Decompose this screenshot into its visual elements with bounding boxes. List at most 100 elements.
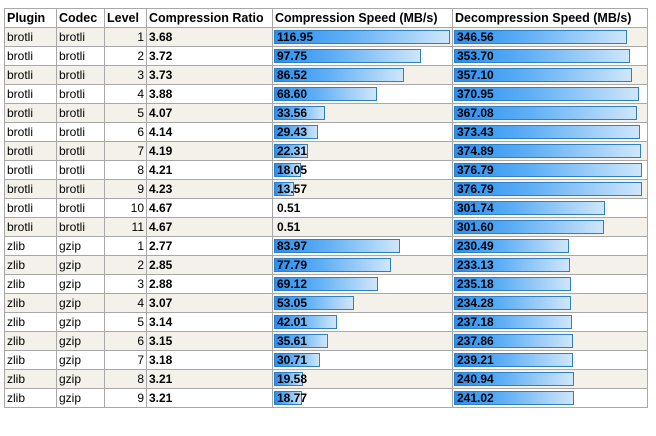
compression-speed-value: 42.01 (277, 314, 308, 329)
compression-speed-bar (274, 353, 320, 367)
cell-codec: gzip (56, 236, 105, 256)
cell-compression-ratio: 4.67 (146, 198, 273, 218)
compression-speed-value: 30.71 (277, 352, 308, 367)
cell-decompression-speed: 370.95 (452, 84, 648, 104)
cell-compression-ratio: 4.14 (146, 122, 273, 142)
decompression-speed-bar (454, 220, 604, 234)
compression-speed-bar (274, 334, 328, 348)
cell-compression-speed: 53.05 (272, 293, 453, 313)
cell-level: 2 (104, 46, 147, 66)
cell-decompression-speed: 235.18 (452, 274, 648, 294)
compression-speed-value: 29.43 (277, 124, 308, 139)
cell-plugin: brotli (4, 141, 57, 161)
decompression-speed-value: 301.60 (457, 219, 494, 234)
decompression-speed-bar (454, 201, 605, 215)
cell-codec: brotli (56, 122, 105, 142)
decompression-speed-value: 235.18 (457, 276, 494, 291)
decompression-speed-value: 370.95 (457, 86, 494, 101)
cell-compression-speed: 86.52 (272, 65, 453, 85)
cell-plugin: zlib (4, 350, 57, 370)
cell-compression-ratio: 4.21 (146, 160, 273, 180)
cell-level: 7 (104, 350, 147, 370)
header-decompression-speed[interactable]: Decompression Speed (MB/s) (452, 8, 648, 28)
cell-compression-speed: 18.05 (272, 160, 453, 180)
cell-codec: brotli (56, 46, 105, 66)
decompression-speed-value: 234.28 (457, 295, 494, 310)
cell-codec: gzip (56, 388, 105, 408)
cell-plugin: zlib (4, 312, 57, 332)
decompression-speed-bar (454, 334, 573, 348)
table-row: zlib gzip 8 3.21 19.58 240.94 (4, 369, 648, 389)
cell-compression-speed: 97.75 (272, 46, 453, 66)
decompression-speed-value: 373.43 (457, 124, 494, 139)
table-row: brotli brotli 1 3.68 116.95 346.56 (4, 27, 648, 47)
cell-compression-ratio: 2.85 (146, 255, 273, 275)
compression-speed-bar (274, 239, 400, 253)
compression-speed-bar (274, 144, 308, 158)
table-row: zlib gzip 2 2.85 77.79 233.13 (4, 255, 648, 275)
cell-plugin: brotli (4, 103, 57, 123)
decompression-speed-bar (454, 68, 632, 82)
cell-compression-ratio: 2.88 (146, 274, 273, 294)
cell-compression-ratio: 3.07 (146, 293, 273, 313)
cell-decompression-speed: 230.49 (452, 236, 648, 256)
compression-speed-bar (274, 315, 337, 329)
cell-decompression-speed: 239.21 (452, 350, 648, 370)
cell-compression-speed: 69.12 (272, 274, 453, 294)
cell-decompression-speed: 301.74 (452, 198, 648, 218)
cell-level: 7 (104, 141, 147, 161)
cell-level: 4 (104, 84, 147, 104)
header-compression-ratio[interactable]: Compression Ratio (146, 8, 273, 28)
cell-level: 3 (104, 274, 147, 294)
compression-speed-value: 18.05 (277, 162, 308, 177)
compression-speed-bar (274, 30, 450, 44)
cell-compression-ratio: 4.19 (146, 141, 273, 161)
cell-codec: gzip (56, 312, 105, 332)
cell-compression-speed: 22.31 (272, 141, 453, 161)
table-row: brotli brotli 10 4.67 0.51 301.74 (4, 198, 648, 218)
cell-codec: gzip (56, 369, 105, 389)
cell-level: 11 (104, 217, 147, 237)
cell-codec: brotli (56, 217, 105, 237)
decompression-speed-bar (454, 30, 627, 44)
table-row: zlib gzip 4 3.07 53.05 234.28 (4, 293, 648, 313)
compression-speed-bar (274, 258, 391, 272)
decompression-speed-value: 230.49 (457, 238, 494, 253)
cell-level: 1 (104, 236, 147, 256)
decompression-speed-bar (454, 163, 642, 177)
table-row: brotli brotli 9 4.23 13.57 376.79 (4, 179, 648, 199)
cell-codec: brotli (56, 65, 105, 85)
header-plugin[interactable]: Plugin (4, 8, 57, 28)
decompression-speed-value: 233.13 (457, 257, 494, 272)
cell-decompression-speed: 241.02 (452, 388, 648, 408)
decompression-speed-bar (454, 239, 569, 253)
header-codec[interactable]: Codec (56, 8, 105, 28)
table-row: zlib gzip 3 2.88 69.12 235.18 (4, 274, 648, 294)
compression-speed-bar (274, 277, 378, 291)
cell-codec: brotli (56, 141, 105, 161)
cell-compression-speed: 68.60 (272, 84, 453, 104)
table-row: zlib gzip 6 3.15 35.61 237.86 (4, 331, 648, 351)
compression-speed-value: 97.75 (277, 48, 308, 63)
decompression-speed-value: 376.79 (457, 162, 494, 177)
header-compression-speed[interactable]: Compression Speed (MB/s) (272, 8, 453, 28)
cell-codec: gzip (56, 255, 105, 275)
decompression-speed-value: 346.56 (457, 29, 494, 44)
cell-level: 4 (104, 293, 147, 313)
table-row: brotli brotli 2 3.72 97.75 353.70 (4, 46, 648, 66)
decompression-speed-bar (454, 49, 630, 63)
cell-compression-speed: 77.79 (272, 255, 453, 275)
cell-plugin: zlib (4, 274, 57, 294)
compression-speed-value: 22.31 (277, 143, 308, 158)
cell-decompression-speed: 237.86 (452, 331, 648, 351)
cell-level: 1 (104, 27, 147, 47)
cell-plugin: brotli (4, 27, 57, 47)
compression-speed-value: 77.79 (277, 257, 308, 272)
decompression-speed-value: 376.79 (457, 181, 494, 196)
compression-speed-bar (274, 163, 301, 177)
header-level[interactable]: Level (104, 8, 147, 28)
decompression-speed-bar (454, 87, 639, 101)
cell-decompression-speed: 353.70 (452, 46, 648, 66)
table-row: brotli brotli 4 3.88 68.60 370.95 (4, 84, 648, 104)
cell-plugin: zlib (4, 331, 57, 351)
